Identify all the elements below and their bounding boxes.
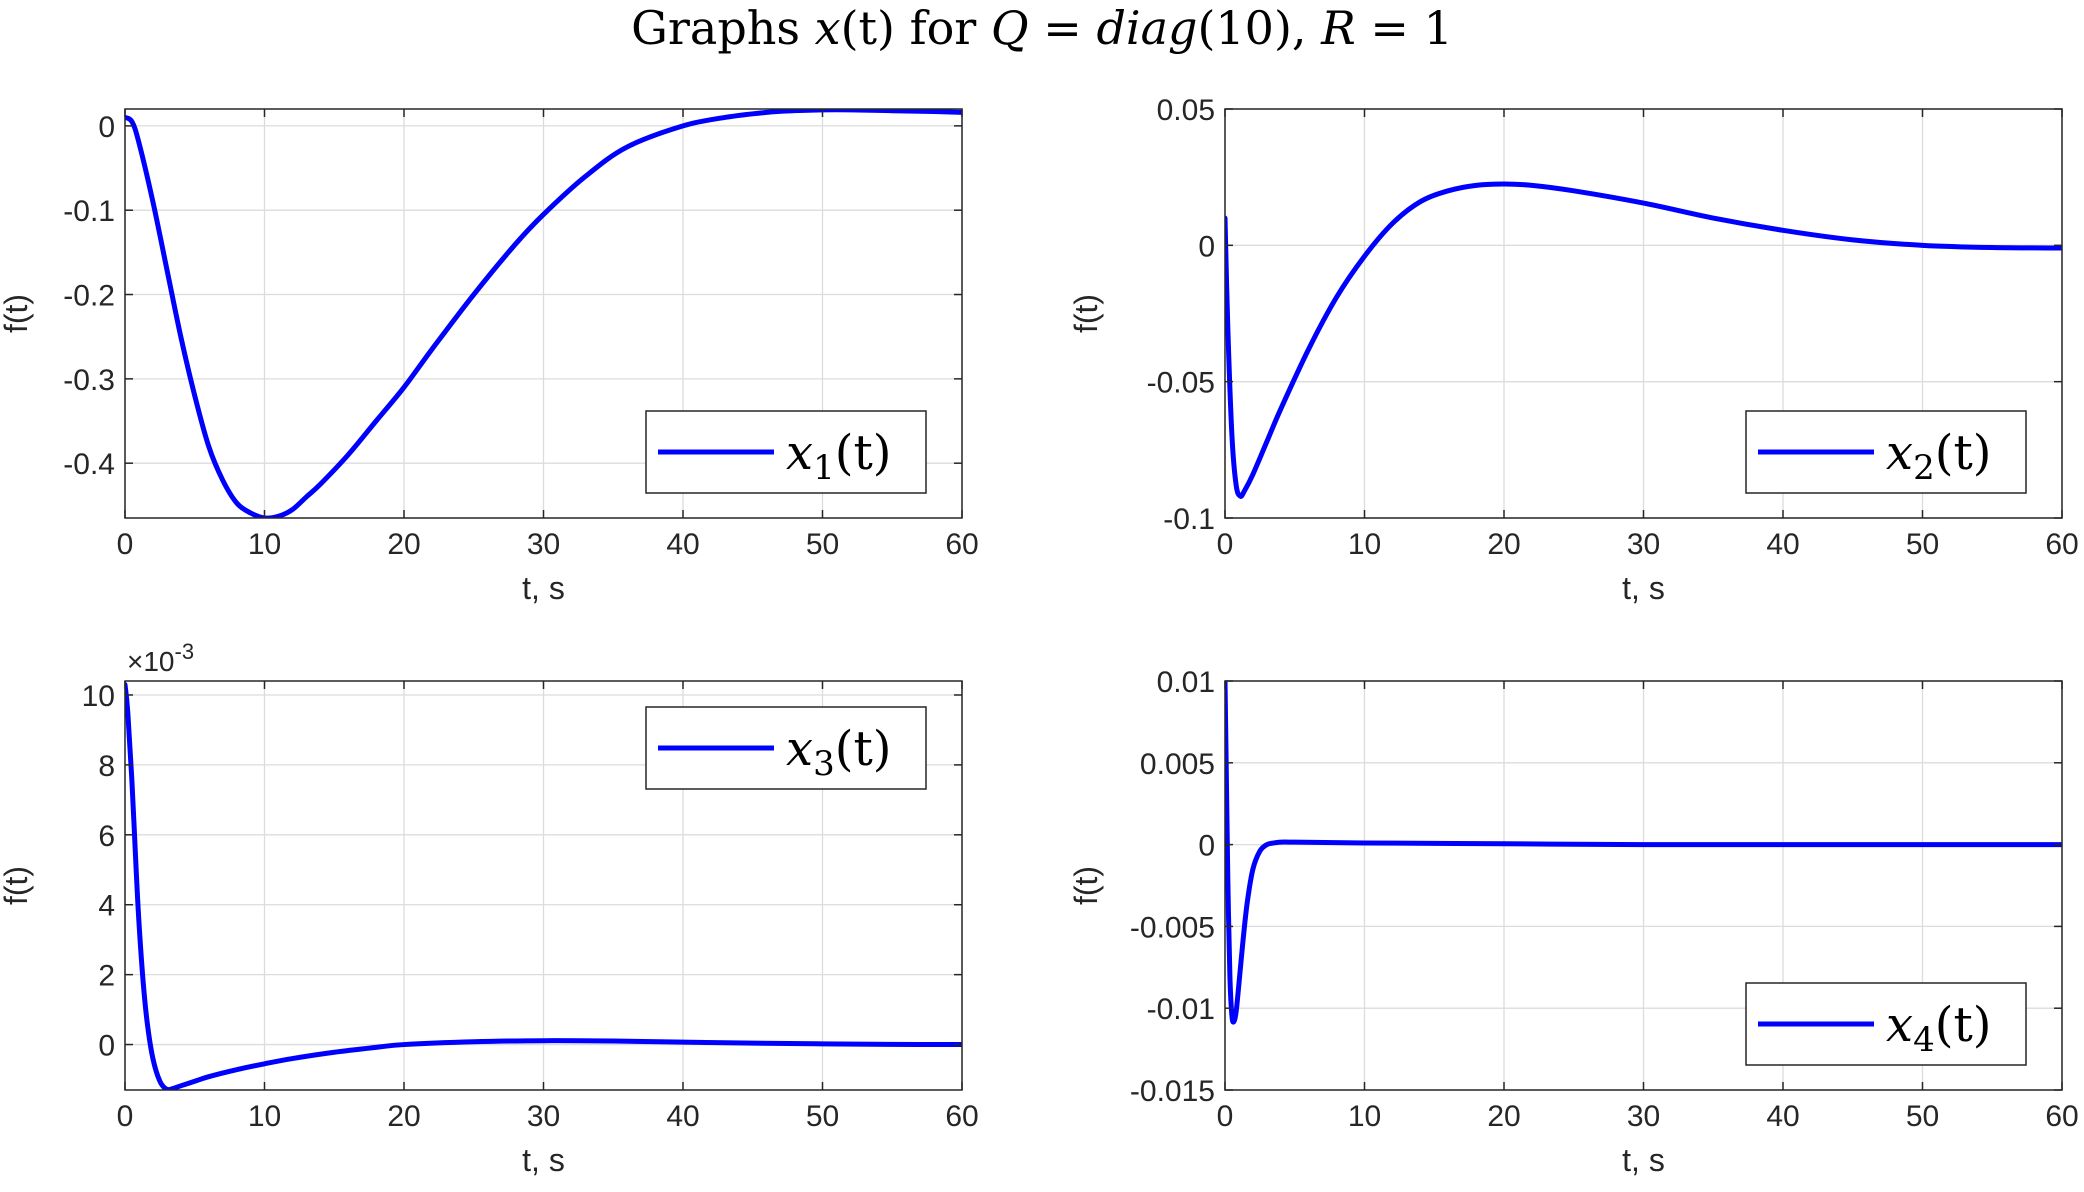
legend-label: x4(t) xyxy=(1886,997,1991,1060)
series-line-4 xyxy=(1225,681,2062,1025)
legend-var: x xyxy=(786,721,813,777)
legend-box xyxy=(645,706,927,790)
legend-arg: (t) xyxy=(835,721,892,777)
exponent-power: -3 xyxy=(175,639,195,664)
y-tick-label: 6 xyxy=(98,820,115,853)
x-tick-label: 60 xyxy=(945,528,978,561)
legend: x3(t) xyxy=(645,706,927,790)
axis-exponent-label: ×10-3 xyxy=(127,639,194,677)
x-tick-label: 30 xyxy=(1627,528,1660,561)
x-tick-label: 60 xyxy=(2045,528,2078,561)
y-tick-label: 0 xyxy=(98,111,115,144)
x-axis-label: t, s xyxy=(1622,1142,1665,1178)
legend-var: x xyxy=(1886,997,1913,1053)
x-tick-label: 20 xyxy=(387,528,420,561)
legend-label: x3(t) xyxy=(786,721,891,784)
legend-subscript: 2 xyxy=(1913,448,1935,488)
y-tick-label: -0.005 xyxy=(1130,911,1215,944)
series-line-2 xyxy=(1225,181,2062,499)
x-tick-label: 30 xyxy=(527,1100,560,1133)
x-tick-label: 60 xyxy=(945,1100,978,1133)
x-axis-label: t, s xyxy=(522,1142,565,1178)
x-axis-label: t, s xyxy=(1622,570,1665,606)
chart-panel-4: 0 10 20 30 40 50 60 0.01 0.005 0 -0.005 -0.01 -0.015… xyxy=(1068,666,2079,1178)
legend-var: x xyxy=(786,425,813,481)
series-line-1 xyxy=(125,109,962,518)
y-tick-label: -0.01 xyxy=(1147,993,1215,1026)
x-tick-label: 30 xyxy=(527,528,560,561)
x-tick-label: 20 xyxy=(387,1100,420,1133)
x-tick-label: 0 xyxy=(117,528,134,561)
legend-subscript: 4 xyxy=(1913,1020,1935,1060)
x-axis-label: t, s xyxy=(522,570,565,606)
y-tick-label: 0 xyxy=(1198,230,1215,263)
legend-arg: (t) xyxy=(835,425,892,481)
x-tick-label: 50 xyxy=(1906,1100,1939,1133)
y-tick-label: 0.01 xyxy=(1157,666,1215,699)
y-tick-label: 10 xyxy=(82,680,115,713)
x-tick-label: 40 xyxy=(666,528,699,561)
x-tick-label: 40 xyxy=(1766,1100,1799,1133)
series-line-3 xyxy=(125,682,962,1090)
x-tick-label: 10 xyxy=(1348,1100,1381,1133)
y-axis-label: f(t) xyxy=(1068,866,1104,905)
x-tick-label: 40 xyxy=(666,1100,699,1133)
y-tick-label: -0.4 xyxy=(63,448,115,481)
legend-label: x2(t) xyxy=(1886,425,1991,488)
y-tick-label: 4 xyxy=(98,890,115,923)
x-tick-label: 10 xyxy=(1348,528,1381,561)
y-tick-label: -0.015 xyxy=(1130,1075,1215,1108)
y-tick-label: 0 xyxy=(1198,830,1215,863)
legend-subscript: 3 xyxy=(813,744,835,784)
x-tick-label: 40 xyxy=(1766,528,1799,561)
chart-panel-2: 0 10 20 30 40 50 60 0.05 0 -0.05 -0.1 t, s f(t) x2(t) xyxy=(1068,94,2079,606)
y-tick-label: 8 xyxy=(98,750,115,783)
x-tick-label: 50 xyxy=(806,1100,839,1133)
y-tick-label: -0.1 xyxy=(63,195,115,228)
legend-subscript: 1 xyxy=(813,448,835,488)
x-tick-label: 60 xyxy=(2045,1100,2078,1133)
legend: x2(t) xyxy=(1745,410,2027,494)
y-tick-label: 0.05 xyxy=(1157,94,1215,127)
x-tick-label: 30 xyxy=(1627,1100,1660,1133)
x-tick-label: 0 xyxy=(117,1100,134,1133)
y-axis-label: f(t) xyxy=(0,866,34,905)
exponent-base: ×10 xyxy=(127,646,175,677)
y-tick-label: -0.05 xyxy=(1147,367,1215,400)
y-tick-label: 2 xyxy=(98,960,115,993)
chart-panel-1: 0 10 20 30 40 50 60 0 -0.1 -0.2 -0.3 -0.4 t, s f(t) x1… xyxy=(0,108,979,606)
legend-arg: (t) xyxy=(1935,997,1992,1053)
x-tick-label: 20 xyxy=(1487,528,1520,561)
y-axis-label: f(t) xyxy=(1068,294,1104,333)
x-tick-label: 10 xyxy=(248,528,281,561)
x-tick-label: 50 xyxy=(806,528,839,561)
figure-title: Graphs x(t) for Q = diag(10), R = 1 xyxy=(631,1,1453,55)
y-tick-label: -0.2 xyxy=(63,280,115,313)
y-tick-label: -0.1 xyxy=(1163,503,1215,536)
x-tick-label: 0 xyxy=(1217,528,1234,561)
y-tick-label: 0.005 xyxy=(1140,748,1215,781)
legend-label: x1(t) xyxy=(786,425,891,488)
legend: x4(t) xyxy=(1745,982,2027,1066)
x-tick-label: 10 xyxy=(248,1100,281,1133)
x-tick-label: 20 xyxy=(1487,1100,1520,1133)
legend-var: x xyxy=(1886,425,1913,481)
y-tick-label: -0.3 xyxy=(63,364,115,397)
y-axis-label: f(t) xyxy=(0,294,34,333)
y-tick-label: 0 xyxy=(98,1030,115,1063)
x-tick-label: 0 xyxy=(1217,1100,1234,1133)
x-tick-label: 50 xyxy=(1906,528,1939,561)
legend: x1(t) xyxy=(645,410,927,494)
legend-arg: (t) xyxy=(1935,425,1992,481)
